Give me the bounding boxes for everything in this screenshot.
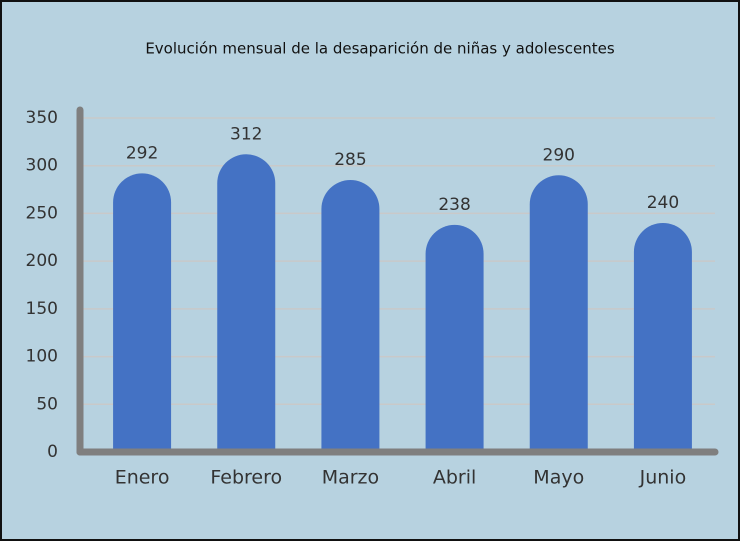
y-tick-label: 250: [26, 203, 58, 223]
value-label: 238: [438, 195, 470, 215]
bar: [633, 222, 692, 452]
x-tick-label: Abril: [433, 467, 476, 489]
value-label: 285: [334, 150, 366, 170]
bar: [113, 173, 172, 452]
chart-title: Evolución mensual de la desaparición de …: [145, 40, 614, 58]
value-label: 240: [647, 193, 679, 213]
value-label: 290: [543, 145, 575, 165]
bar: [217, 154, 276, 452]
y-tick-label: 50: [36, 394, 58, 414]
y-tick-label: 200: [26, 251, 58, 271]
x-tick-label: Febrero: [210, 467, 282, 489]
x-tick-label: Junio: [639, 467, 687, 489]
y-tick-label: 350: [26, 108, 58, 128]
y-tick-label: 0: [47, 442, 58, 462]
y-tick-label: 150: [26, 299, 58, 319]
x-tick-label: Enero: [115, 467, 170, 489]
bar: [529, 175, 588, 452]
bar: [425, 224, 484, 452]
bar: [321, 180, 380, 452]
value-label: 292: [126, 143, 158, 163]
y-tick-label: 100: [26, 347, 58, 367]
x-tick-label: Mayo: [533, 467, 584, 489]
y-tick-label: 300: [26, 156, 58, 176]
value-label: 312: [230, 124, 262, 144]
x-tick-label: Marzo: [322, 467, 379, 489]
